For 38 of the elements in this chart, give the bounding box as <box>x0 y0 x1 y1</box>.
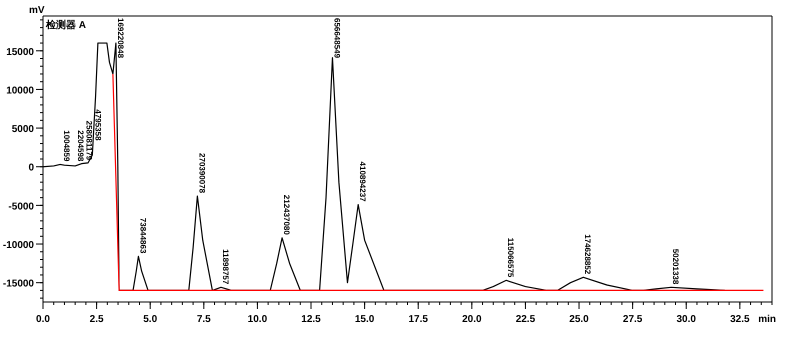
y-axis-title: mV <box>29 5 45 16</box>
x-tick-label: 25.0 <box>569 314 590 325</box>
x-tick-label: 12.5 <box>301 314 322 325</box>
y-tick-label: -5000 <box>8 201 34 212</box>
x-tick-label: 22.5 <box>516 314 536 325</box>
x-tick-label: 15.0 <box>354 314 375 325</box>
y-tick-label: -15000 <box>2 278 34 290</box>
x-tick-label: 30.0 <box>676 314 696 325</box>
x-axis-title: min <box>758 314 776 325</box>
annotation: 270390078 <box>197 153 206 194</box>
x-tick-label: 10.0 <box>248 314 268 325</box>
y-tick-label: 0 <box>28 162 34 174</box>
x-tick-label: 2.5 <box>90 314 104 325</box>
x-tick-label: 7.5 <box>196 314 212 325</box>
y-tick-label: 10000 <box>6 85 34 96</box>
y-tick-label: 5000 <box>12 124 34 136</box>
x-tick-label: 20.0 <box>462 314 482 325</box>
annotation: 4795358 <box>93 109 102 142</box>
annotation: 1004859 <box>62 130 72 162</box>
annotation: 50201338 <box>671 248 680 285</box>
annotation: 115066575 <box>506 238 516 278</box>
x-tick-label: 27.5 <box>622 314 643 325</box>
x-tick-label: 32.5 <box>730 314 750 325</box>
y-tick-label: 15000 <box>6 46 34 58</box>
annotation: 212437080 <box>282 194 291 236</box>
x-tick-label: 17.5 <box>408 314 428 325</box>
annotation: 410894237 <box>358 162 368 202</box>
annotation: 169220848 <box>116 18 125 59</box>
annotation: 656648549 <box>332 18 342 59</box>
x-tick-label: 0.0 <box>36 314 50 325</box>
annotation: 11898757 <box>220 249 230 285</box>
x-tick-label: 5.0 <box>143 314 158 325</box>
annotation: 73844863 <box>138 218 148 254</box>
annotation: 174628852 <box>583 234 592 275</box>
annotation: 258081179 <box>84 120 94 161</box>
annotation: 检测器 A <box>45 19 86 31</box>
annotation: 2204598 <box>76 130 86 162</box>
y-tick-label: -10000 <box>2 240 34 252</box>
